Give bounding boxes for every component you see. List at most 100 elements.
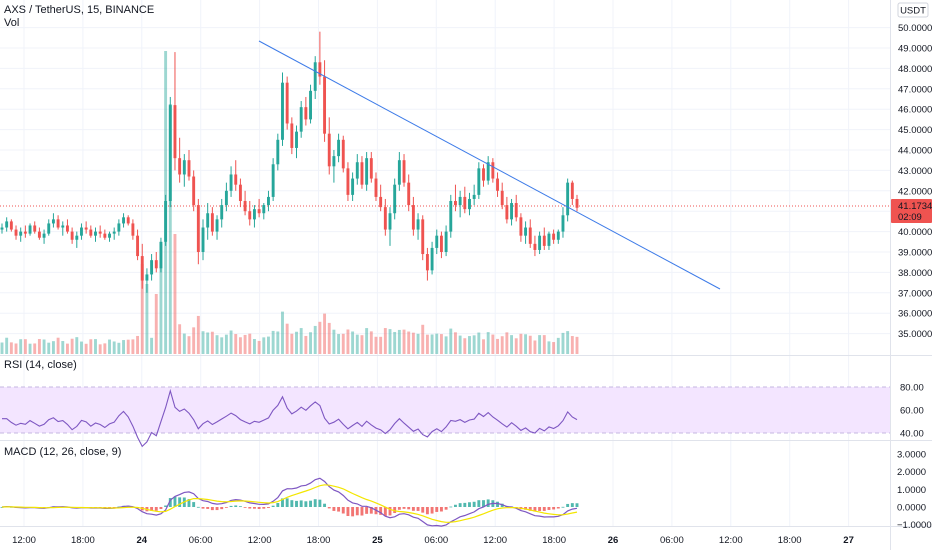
candle[interactable] xyxy=(215,215,219,240)
candle[interactable] xyxy=(528,219,532,248)
candle[interactable] xyxy=(458,190,462,218)
currency-badge[interactable]: USDT xyxy=(897,2,929,18)
candlesticks[interactable] xyxy=(0,31,579,293)
candle[interactable] xyxy=(346,162,350,201)
candle[interactable] xyxy=(337,133,341,163)
candle[interactable] xyxy=(243,190,247,216)
candle[interactable] xyxy=(309,84,312,124)
candle[interactable] xyxy=(89,225,93,238)
candle[interactable] xyxy=(210,207,214,236)
candle[interactable] xyxy=(570,180,574,206)
candle[interactable] xyxy=(304,96,308,126)
candle[interactable] xyxy=(229,166,233,197)
candle[interactable] xyxy=(360,156,364,189)
candle[interactable] xyxy=(234,160,238,191)
candle[interactable] xyxy=(145,268,149,293)
candle[interactable] xyxy=(411,196,415,236)
candle[interactable] xyxy=(224,182,228,212)
candle[interactable] xyxy=(108,231,111,242)
candle[interactable] xyxy=(187,150,191,181)
candle[interactable] xyxy=(491,158,495,183)
candle[interactable] xyxy=(281,72,284,146)
candle[interactable] xyxy=(365,152,369,191)
candle[interactable] xyxy=(0,223,4,234)
candle[interactable] xyxy=(383,198,387,236)
candle[interactable] xyxy=(136,229,140,261)
candle[interactable] xyxy=(126,215,130,226)
candle[interactable] xyxy=(430,241,434,275)
candle[interactable] xyxy=(355,154,359,185)
candle[interactable] xyxy=(150,254,154,281)
candle[interactable] xyxy=(238,178,242,208)
candle[interactable] xyxy=(267,190,270,212)
candle[interactable] xyxy=(449,194,453,238)
candle[interactable] xyxy=(388,207,392,246)
candle[interactable] xyxy=(374,172,378,201)
candle[interactable] xyxy=(178,137,182,183)
candle[interactable] xyxy=(37,227,41,240)
candle[interactable] xyxy=(220,198,224,228)
candle[interactable] xyxy=(524,221,528,244)
candle[interactable] xyxy=(313,56,317,99)
candle[interactable] xyxy=(299,101,303,138)
candle[interactable] xyxy=(533,235,537,257)
candle[interactable] xyxy=(514,194,518,222)
candle[interactable] xyxy=(519,213,523,242)
candle[interactable] xyxy=(561,207,565,238)
candle[interactable] xyxy=(500,182,504,210)
candle[interactable] xyxy=(61,221,65,236)
candle[interactable] xyxy=(542,227,546,250)
candle[interactable] xyxy=(98,225,102,238)
candle[interactable] xyxy=(42,229,46,244)
candle[interactable] xyxy=(140,243,144,289)
candle[interactable] xyxy=(454,184,457,212)
price-axis[interactable]: 50.0000 49.0000 48.0000 47.0000 46.0000 45.00… xyxy=(898,23,932,340)
candle[interactable] xyxy=(393,178,397,220)
candle[interactable] xyxy=(5,217,9,232)
candle[interactable] xyxy=(295,125,298,159)
candle[interactable] xyxy=(206,203,210,240)
candle[interactable] xyxy=(70,227,74,244)
candle[interactable] xyxy=(47,219,51,236)
candle[interactable] xyxy=(271,158,275,201)
candle[interactable] xyxy=(112,227,116,240)
candle[interactable] xyxy=(94,227,97,242)
candle[interactable] xyxy=(435,229,439,255)
candle[interactable] xyxy=(75,231,79,248)
candle[interactable] xyxy=(538,231,542,255)
candle[interactable] xyxy=(477,162,481,199)
candle[interactable] xyxy=(84,221,88,234)
candle[interactable] xyxy=(192,170,196,212)
candle[interactable] xyxy=(103,229,107,240)
candle[interactable] xyxy=(51,213,55,228)
candle[interactable] xyxy=(290,117,294,155)
candle[interactable] xyxy=(159,237,163,273)
candle[interactable] xyxy=(341,135,345,173)
candle[interactable] xyxy=(332,150,336,183)
candle[interactable] xyxy=(496,172,499,197)
time-axis[interactable]: 12:00 18:00 24 06:00 12:00 18:00 25 06:00 12:00 1… xyxy=(12,535,854,546)
candle[interactable] xyxy=(80,223,83,240)
candle[interactable] xyxy=(122,213,125,228)
macd-axis[interactable]: 3.0000 2.0000 1.0000 0.0000 −1.0000 xyxy=(897,449,932,531)
candle[interactable] xyxy=(28,223,32,236)
candle[interactable] xyxy=(556,229,560,244)
candle[interactable] xyxy=(397,152,401,191)
candle[interactable] xyxy=(407,174,411,212)
candle[interactable] xyxy=(248,201,252,226)
candle[interactable] xyxy=(402,154,406,187)
candle[interactable] xyxy=(14,225,18,240)
candle[interactable] xyxy=(318,31,322,85)
candle[interactable] xyxy=(196,198,200,265)
candle[interactable] xyxy=(262,203,266,220)
candle[interactable] xyxy=(566,178,570,222)
candle[interactable] xyxy=(201,219,205,261)
candle[interactable] xyxy=(463,186,467,214)
candle[interactable] xyxy=(425,247,429,281)
candle[interactable] xyxy=(257,198,261,218)
candle[interactable] xyxy=(379,184,383,212)
candle[interactable] xyxy=(439,231,443,259)
candle[interactable] xyxy=(252,205,256,228)
candle[interactable] xyxy=(117,219,121,236)
candle[interactable] xyxy=(168,96,172,208)
